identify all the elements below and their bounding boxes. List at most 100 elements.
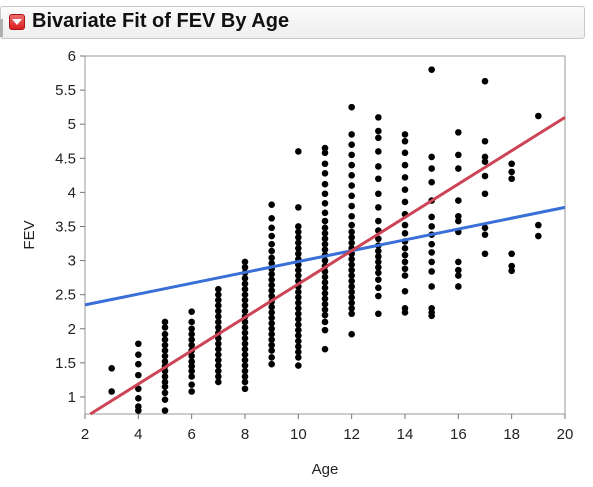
data-point bbox=[188, 388, 195, 395]
data-point bbox=[241, 258, 249, 266]
data-point bbox=[215, 296, 222, 304]
data-point bbox=[321, 311, 329, 319]
x-tick-label: 10 bbox=[290, 426, 307, 443]
report-title: Bivariate Fit of FEV By Age bbox=[32, 10, 290, 32]
data-point bbox=[108, 365, 115, 372]
x-tick-label: 18 bbox=[503, 426, 520, 443]
data-point bbox=[215, 351, 222, 358]
x-tick-label: 4 bbox=[134, 426, 142, 443]
data-point bbox=[135, 395, 142, 402]
data-point bbox=[268, 320, 275, 327]
data-point bbox=[348, 234, 355, 241]
data-point bbox=[455, 165, 462, 172]
data-point bbox=[348, 228, 355, 236]
data-point bbox=[135, 340, 142, 348]
data-point bbox=[215, 373, 222, 380]
data-point bbox=[375, 134, 382, 142]
y-tick-label: 4.5 bbox=[55, 150, 76, 167]
data-point bbox=[268, 309, 275, 316]
data-point bbox=[321, 180, 329, 188]
data-point bbox=[295, 315, 302, 323]
data-point bbox=[241, 329, 249, 337]
data-point bbox=[215, 302, 222, 309]
data-point bbox=[321, 160, 329, 168]
data-point bbox=[428, 240, 435, 248]
data-point bbox=[161, 318, 169, 326]
data-point bbox=[535, 221, 542, 229]
data-point bbox=[348, 221, 355, 229]
data-point bbox=[321, 345, 329, 353]
data-point bbox=[321, 318, 329, 326]
data-point bbox=[161, 341, 169, 349]
x-axis: 2 4 6 8 10 12 14 16 18 20 bbox=[81, 414, 573, 443]
x-tick-label: 12 bbox=[343, 426, 360, 443]
data-point bbox=[161, 396, 169, 403]
data-point bbox=[375, 175, 382, 183]
x-tick-label: 6 bbox=[187, 426, 195, 443]
data-point bbox=[428, 213, 435, 221]
data-point bbox=[295, 288, 302, 296]
data-point bbox=[241, 345, 249, 353]
data-point bbox=[428, 178, 435, 186]
data-point bbox=[375, 264, 382, 271]
data-point bbox=[455, 283, 462, 290]
data-point bbox=[215, 356, 222, 364]
data-point bbox=[241, 362, 249, 369]
data-point bbox=[348, 283, 355, 290]
data-point bbox=[135, 385, 142, 393]
data-point bbox=[241, 378, 249, 386]
y-tick-label: 3.5 bbox=[55, 218, 76, 235]
data-point bbox=[401, 221, 409, 229]
data-point bbox=[295, 228, 302, 236]
report-header: Bivariate Fit of FEV By Age bbox=[0, 6, 585, 39]
data-point bbox=[508, 168, 515, 176]
data-point bbox=[428, 268, 435, 275]
x-tick-label: 2 bbox=[81, 426, 89, 443]
data-point bbox=[481, 153, 489, 161]
data-point bbox=[348, 261, 355, 268]
data-point bbox=[241, 280, 249, 288]
data-point bbox=[268, 341, 275, 349]
data-point bbox=[268, 232, 275, 240]
data-point bbox=[348, 277, 355, 285]
data-point bbox=[401, 131, 409, 138]
data-point bbox=[401, 251, 409, 259]
y-axis: 1 1.5 2 2.5 3 3.5 4 4.5 5 5.5 6 bbox=[55, 48, 85, 406]
data-point bbox=[268, 314, 275, 322]
data-point bbox=[215, 345, 222, 353]
data-point bbox=[241, 291, 249, 298]
data-point bbox=[241, 351, 249, 358]
data-point bbox=[401, 186, 409, 193]
data-point bbox=[161, 330, 169, 338]
data-point bbox=[348, 172, 355, 179]
data-point bbox=[375, 269, 382, 277]
data-point bbox=[241, 264, 249, 271]
data-point bbox=[161, 373, 169, 380]
data-point bbox=[188, 367, 195, 375]
data-point bbox=[215, 318, 222, 326]
y-axis-title: FEV bbox=[21, 220, 38, 249]
data-point bbox=[321, 257, 329, 264]
data-point bbox=[321, 169, 329, 177]
data-point bbox=[135, 351, 142, 358]
data-point bbox=[295, 310, 302, 318]
data-point bbox=[215, 291, 222, 298]
data-point bbox=[481, 250, 489, 258]
data-point bbox=[241, 318, 249, 326]
data-point bbox=[348, 161, 355, 169]
data-point bbox=[321, 149, 329, 157]
data-point bbox=[481, 231, 489, 238]
data-point bbox=[108, 388, 115, 395]
data-point bbox=[375, 235, 382, 243]
data-point bbox=[375, 276, 382, 283]
data-point bbox=[268, 270, 275, 278]
red-dropdown-triangle-icon bbox=[12, 19, 22, 25]
data-point bbox=[321, 240, 329, 248]
data-point bbox=[215, 307, 222, 315]
x-tick-label: 14 bbox=[397, 426, 414, 443]
data-point bbox=[428, 283, 435, 290]
data-point bbox=[295, 332, 302, 339]
data-point bbox=[215, 340, 222, 348]
disclosure-dropdown-icon[interactable] bbox=[9, 14, 25, 30]
data-point bbox=[321, 246, 329, 253]
